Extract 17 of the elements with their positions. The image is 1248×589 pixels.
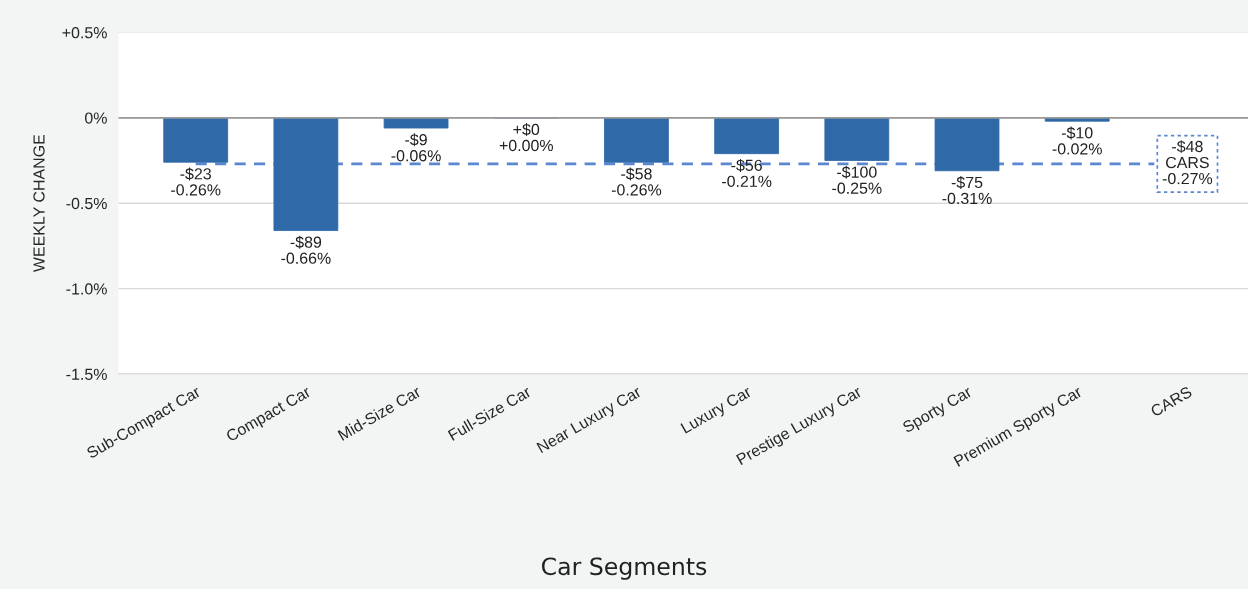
data-label: -$9 -0.06% xyxy=(391,133,441,162)
data-label: -$75 -0.31% xyxy=(942,176,992,205)
y-tick-label: -1.0% xyxy=(66,283,107,295)
data-label: -$100 -0.25% xyxy=(832,165,882,194)
y-tick-label: +0.5% xyxy=(62,27,107,39)
ref-line-label: -$48 CARS -0.27% xyxy=(1162,140,1213,185)
data-label: -$89 -0.66% xyxy=(281,235,331,264)
data-label: +$0 +0.00% xyxy=(499,123,553,152)
data-label: -$56 -0.21% xyxy=(722,158,772,187)
y-tick-label: 0% xyxy=(84,112,107,124)
x-axis-title: Car Segments xyxy=(541,557,707,580)
y-tick-label: -1.5% xyxy=(66,368,107,380)
y-axis-title: WEEKLY CHANGE xyxy=(33,134,45,273)
data-label: -$58 -0.26% xyxy=(611,167,662,196)
data-label: -$23 -0.26% xyxy=(171,167,221,196)
y-tick-label: -0.5% xyxy=(66,197,107,210)
data-label: -$10 -0.02% xyxy=(1052,126,1102,155)
